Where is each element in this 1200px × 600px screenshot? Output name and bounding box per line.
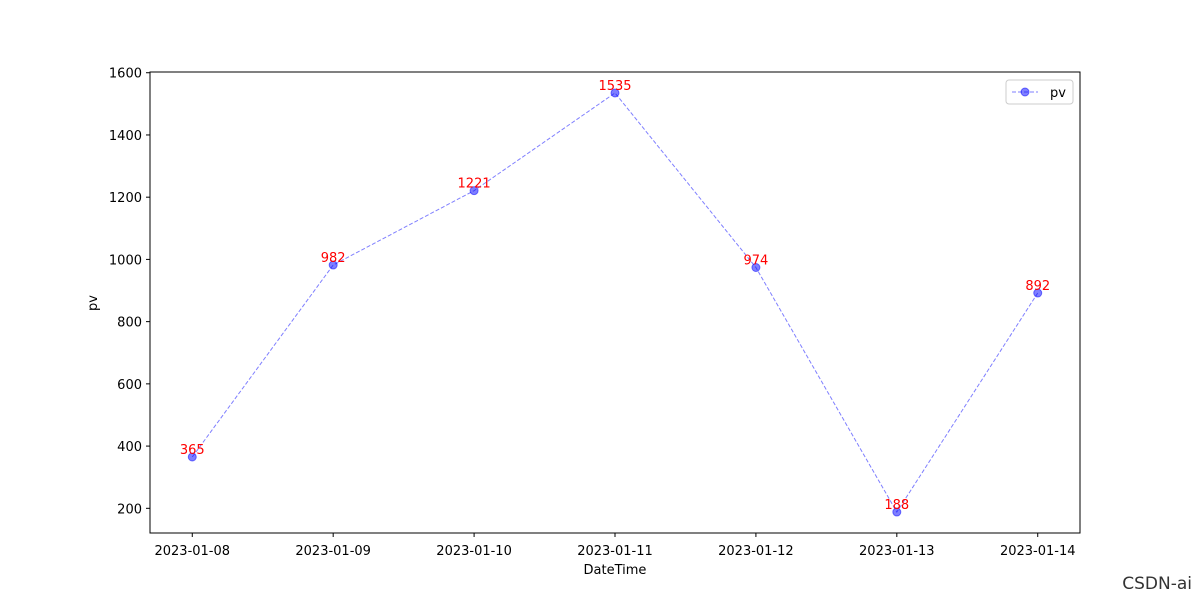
value-label: 1535 [598,79,631,94]
x-tick-label: 2023-01-09 [295,544,371,559]
plot-frame [149,71,1081,534]
value-label: 365 [180,443,205,458]
point [1033,288,1043,298]
x-tick-label: 2023-01-08 [154,544,230,559]
y-tick-label: 1400 [109,129,142,144]
point [469,186,479,196]
legend-label: pv [1050,86,1066,101]
y-axis-label: pv [86,295,101,311]
series-line [191,92,1039,514]
x-axis-label: DateTime [584,563,647,578]
x-tick-label: 2023-01-13 [859,544,935,559]
value-label: 982 [321,251,346,266]
legend-box [1005,79,1074,105]
y-tick-label: 1200 [109,191,142,206]
x-tick-label: 2023-01-11 [577,544,653,559]
x-tick-label: 2023-01-12 [718,544,794,559]
y-tick-label: 800 [117,316,142,331]
legend-marker [1020,87,1030,97]
point [892,507,902,517]
watermark: CSDN-ai [1122,574,1192,594]
point [328,260,338,270]
point [751,262,761,272]
y-tick-label: 400 [117,440,142,455]
value-label: 974 [743,253,768,268]
y-tick-label: 600 [117,378,142,393]
x-tick-label: 2023-01-14 [1000,544,1076,559]
value-label: 892 [1025,279,1050,294]
x-tick-label: 2023-01-10 [436,544,512,559]
point [610,88,620,98]
value-label: 1221 [458,177,491,192]
y-tick-label: 1000 [109,253,142,268]
y-tick-label: 1600 [109,67,142,82]
point [187,452,197,462]
value-label: 188 [884,498,909,513]
y-tick-label: 200 [117,502,142,517]
